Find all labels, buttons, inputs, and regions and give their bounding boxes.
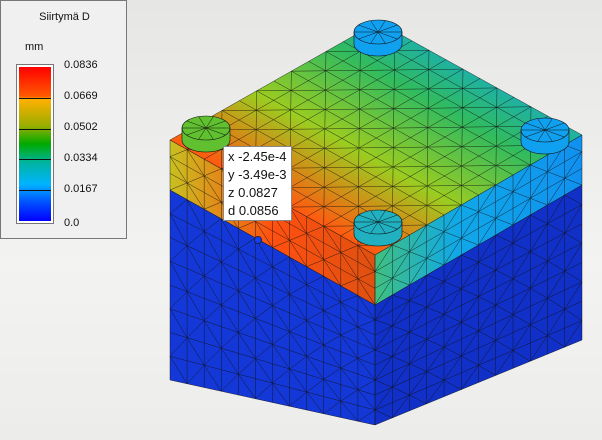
probe-y: y -3.49e-3	[228, 167, 287, 182]
color-legend: Siirtymä D mm 0.0836 0.0669 0.0502 0.033…	[0, 0, 127, 239]
boss-cylinder	[353, 19, 403, 57]
legend-label: 0.0334	[64, 152, 98, 164]
mesh-lines	[169, 189, 376, 426]
mesh-lines	[374, 134, 583, 306]
legend-label: 0.0669	[64, 90, 98, 102]
probe-x: x -2.45e-4	[228, 149, 287, 164]
legend-unit: mm	[25, 41, 44, 53]
boss-cylinder	[181, 115, 231, 153]
legend-label: 0.0836	[64, 59, 98, 71]
boss-cylinder	[353, 209, 403, 247]
legend-label: 0.0	[64, 217, 80, 229]
legend-color-bar	[16, 64, 54, 224]
boss-cylinder	[520, 117, 570, 155]
legend-title: Siirtymä D	[39, 11, 90, 23]
probe-z: z 0.0827	[228, 185, 278, 200]
mesh-lines	[374, 184, 583, 426]
probe-point-marker[interactable]	[254, 236, 262, 244]
legend-label: 0.0167	[64, 183, 98, 195]
probe-d: d 0.0856	[228, 203, 279, 218]
legend-label: 0.0502	[64, 121, 98, 133]
probe-tooltip: x -2.45e-4 y -3.49e-3 z 0.0827 d 0.0856	[223, 146, 292, 221]
